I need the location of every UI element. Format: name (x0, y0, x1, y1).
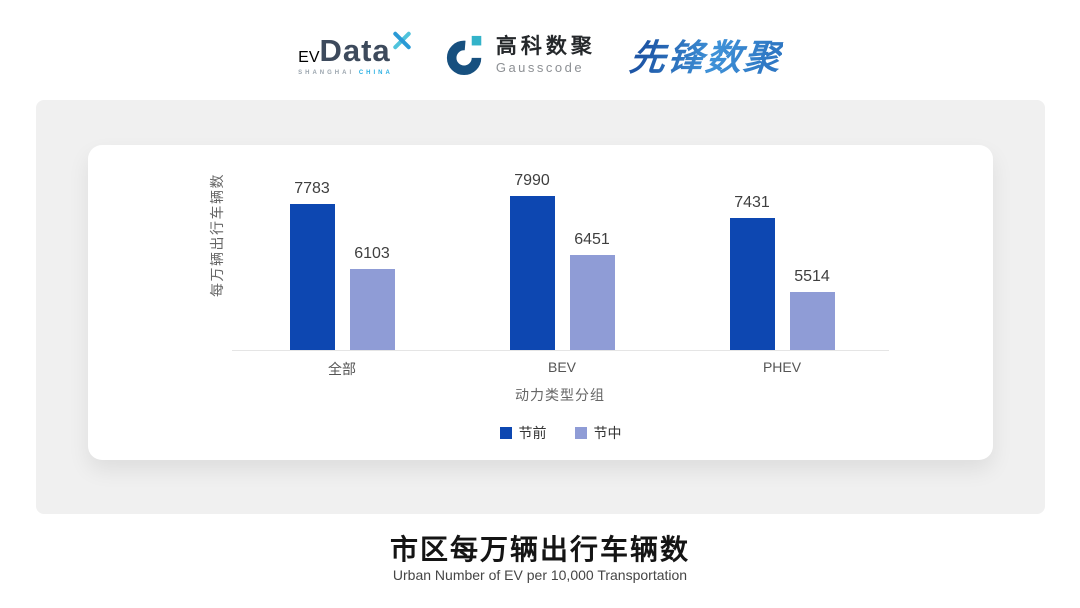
bar-value-label: 7990 (514, 172, 550, 189)
legend-label: 节前 (518, 425, 547, 441)
category-label-全部: 全部 (328, 361, 356, 377)
legend-label: 节中 (593, 425, 622, 441)
x-axis-title: 动力类型分组 (515, 387, 605, 403)
bar-PHEV-节前[interactable] (729, 218, 775, 350)
bar-value-label: 6103 (354, 245, 390, 262)
evdata-data-text: Data (319, 32, 391, 68)
category-label-BEV: BEV (547, 359, 577, 375)
chart-panel: 每万辆出行车辆数 7783 7990 7431 6103 6451 5514 全部 BEV P… (36, 100, 1045, 514)
gausscode-logo: 高科数聚 Gausscode (445, 32, 596, 78)
legend: 节前 节中 (232, 423, 889, 443)
bar-value-label: 7431 (734, 194, 770, 211)
bar-全部-节前[interactable] (289, 204, 335, 350)
category-label-PHEV: PHEV (762, 359, 802, 375)
legend-marker-icon (574, 427, 587, 439)
pioneer-logo: 先锋数聚 (627, 29, 784, 81)
legend-item-节前[interactable]: 节前 (499, 423, 547, 443)
chart-card: 每万辆出行车辆数 7783 7990 7431 6103 6451 5514 全部 BEV P… (88, 145, 993, 460)
gausscode-cn-text: 高科数聚 (495, 34, 596, 58)
chart-subtitle: Urban Number of EV per 10,000 Transporta… (392, 567, 688, 583)
bar-PHEV-节中[interactable] (789, 292, 835, 350)
gausscode-g-icon (446, 35, 482, 76)
bar-BEV-节中[interactable] (569, 255, 615, 350)
evdata-shanghai-text: SHANGHAI (298, 69, 355, 76)
gausscode-en-text: Gausscode (495, 59, 585, 75)
legend-marker-icon (499, 427, 512, 439)
evdata-ev-text: EV (298, 48, 320, 66)
chart-title: 市区每万辆出行车辆数 (389, 534, 690, 565)
gausscode-text: 高科数聚 Gausscode (495, 34, 596, 75)
bar-value-label: 6451 (574, 231, 610, 248)
plot-area: 7783 7990 7431 6103 6451 5514 (232, 172, 889, 351)
evdata-subtext: SHANGHAI CHINA (298, 70, 393, 76)
bar-BEV-节前[interactable] (509, 196, 555, 350)
bar-value-label: 5514 (794, 268, 830, 285)
evdata-logo: EV Data SHANGHAI CHINA (298, 31, 411, 76)
evdata-china-text: CHINA (358, 69, 393, 76)
header-logos: EV Data SHANGHAI CHINA 高科数聚 Gausscode 先锋数… (0, 22, 1080, 88)
evdata-x-icon (393, 31, 411, 49)
category-axis: 全部 BEV PHEV (232, 359, 889, 377)
bar-value-label: 7783 (294, 180, 330, 197)
legend-item-节中[interactable]: 节中 (574, 423, 622, 443)
y-axis-title: 每万辆出行车辆数 (209, 173, 225, 297)
evdata-wordmark: EV Data (298, 35, 393, 66)
bar-全部-节中[interactable] (349, 269, 395, 350)
